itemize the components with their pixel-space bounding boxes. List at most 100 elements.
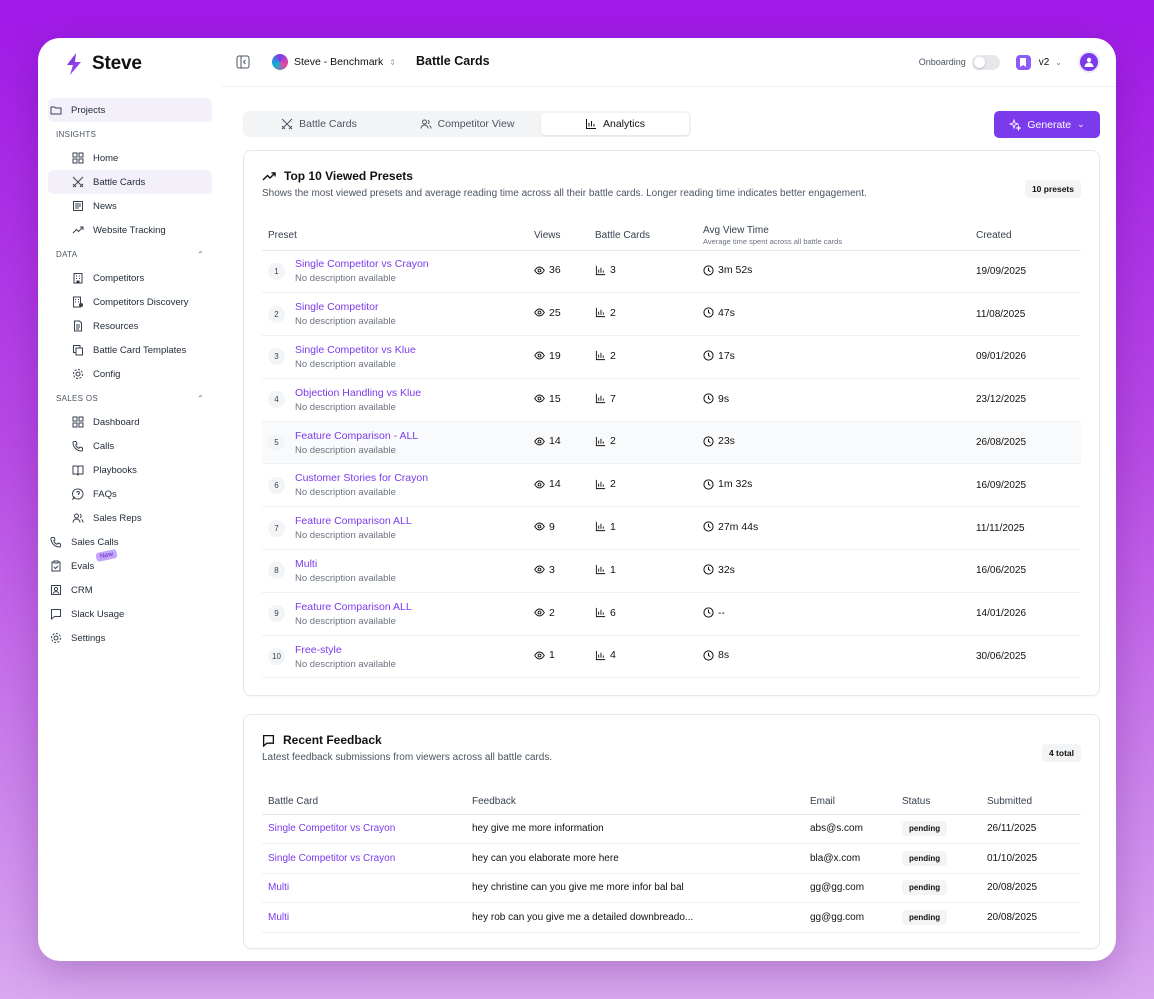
table-row[interactable]: 1 Single Competitor vs Crayon No descripti… (262, 250, 1081, 294)
app-window: Steve Projects INSIGHTS Home Battle Card… (38, 38, 1116, 961)
preset-link[interactable]: Multi (295, 557, 318, 570)
sidebar-item-website-tracking[interactable]: Website Tracking (48, 218, 212, 242)
battle-card-link[interactable]: Multi (268, 882, 290, 894)
top-presets-card: Top 10 Viewed Presets Shows the most vie… (243, 150, 1100, 696)
col-feedback[interactable]: Feedback (466, 790, 804, 815)
user-avatar[interactable] (1078, 51, 1100, 73)
table-row[interactable]: Multi hey christine can you give me more … (262, 873, 1081, 903)
battle-card-link[interactable]: Single Competitor vs Crayon (268, 852, 396, 864)
col-battle-card[interactable]: Battle Card (262, 790, 466, 815)
preset-cell: 8 Multi No description available (262, 549, 528, 593)
chevron-updown-icon: ⇕ (389, 57, 396, 67)
sidebar-item-calls[interactable]: Calls (48, 434, 212, 458)
generate-button[interactable]: Generate ⌄ (994, 111, 1100, 138)
eye-icon (534, 351, 545, 360)
col-views[interactable]: Views (528, 221, 589, 251)
sidebar-item-home[interactable]: Home (48, 146, 212, 170)
sidebar-item-evals[interactable]: Evals New (48, 548, 212, 578)
sidebar-item-slack-usage[interactable]: Slack Usage (48, 602, 212, 626)
users-icon (72, 512, 84, 524)
table-row[interactable]: 8 Multi No description available 3 1 32s 16/06… (262, 549, 1081, 593)
col-preset[interactable]: Preset (262, 221, 528, 251)
table-row[interactable]: Single Competitor vs Crayon hey can you e… (262, 843, 1081, 874)
preset-link[interactable]: Single Competitor vs Klue (295, 343, 416, 356)
preset-description: No description available (295, 401, 396, 413)
table-row[interactable]: 6 Customer Stories for Crayon No descripti… (262, 463, 1081, 508)
sidebar-item-projects[interactable]: Projects (48, 98, 212, 122)
views-value: 14 (549, 435, 561, 448)
section-sales-os[interactable]: SALES OS ⌃ (48, 386, 212, 410)
table-row[interactable]: 9 Feature Comparison ALL No description av… (262, 592, 1081, 636)
col-email[interactable]: Email (804, 790, 896, 815)
status-cell: pending (896, 843, 981, 874)
sidebar-item-battle-card-templates[interactable]: Battle Card Templates (48, 338, 212, 362)
created-cell: 14/01/2026 (970, 592, 1081, 636)
sidebar-item-news[interactable]: News (48, 194, 212, 218)
preset-link[interactable]: Objection Handling vs Klue (295, 386, 422, 399)
sidebar-item-label: Dashboard (93, 416, 140, 428)
sidebar-toggle-icon[interactable] (236, 55, 250, 69)
preset-link[interactable]: Feature Comparison - ALL (295, 429, 419, 442)
sidebar-item-label: Settings (71, 632, 106, 644)
submitted-cell: 26/11/2025 (981, 814, 1081, 844)
eye-icon (534, 608, 545, 617)
tab-analytics[interactable]: Analytics (541, 113, 689, 135)
preset-link[interactable]: Feature Comparison ALL (295, 600, 412, 613)
table-row[interactable]: Multi hey rob can you give me a detailed … (262, 902, 1081, 933)
section-data[interactable]: DATA ⌃ (48, 242, 212, 266)
version-selector[interactable]: v2 (1038, 56, 1050, 68)
table-row[interactable]: 10 Free-style No description available 1 4 8s… (262, 635, 1081, 679)
table-row[interactable]: 2 Single Competitor No description availab… (262, 292, 1081, 337)
sidebar-item-settings[interactable]: Settings (48, 626, 212, 650)
preset-link[interactable]: Free-style (295, 643, 342, 656)
sidebar-item-config[interactable]: Config (48, 362, 212, 386)
col-created[interactable]: Created (970, 221, 1081, 251)
sidebar-item-sales-reps[interactable]: Sales Reps (48, 506, 212, 530)
sidebar-item-resources[interactable]: Resources (48, 314, 212, 338)
col-status[interactable]: Status (896, 790, 981, 815)
onboarding-toggle[interactable] (971, 54, 1000, 70)
sidebar-item-battle-cards[interactable]: Battle Cards (48, 170, 212, 194)
contact-icon (50, 584, 62, 596)
table-row[interactable]: 4 Objection Handling vs Klue No descriptio… (262, 378, 1081, 422)
table-row[interactable]: 7 Feature Comparison ALL No description av… (262, 506, 1081, 551)
preset-link[interactable]: Feature Comparison ALL (295, 515, 412, 528)
sidebar-item-playbooks[interactable]: Playbooks (48, 458, 212, 482)
eye-icon (534, 394, 545, 403)
table-row[interactable]: 3 Single Competitor vs Klue No description… (262, 335, 1081, 379)
col-battle-cards[interactable]: Battle Cards (589, 221, 697, 251)
battle-cards-value: 2 (610, 478, 616, 491)
sidebar-item-sales-calls[interactable]: Sales Calls (48, 530, 212, 554)
created-cell: 26/08/2025 (970, 421, 1081, 465)
tab-battle-cards[interactable]: Battle Cards (245, 113, 393, 135)
tab-competitor-view[interactable]: Competitor View (393, 113, 541, 135)
chevron-down-icon[interactable]: ⌄ (1055, 57, 1062, 67)
card-title: Recent Feedback (262, 733, 382, 747)
sidebar-item-label: CRM (71, 584, 93, 596)
project-switcher[interactable]: Steve - Benchmark ⇕ (272, 54, 396, 70)
col-avg-view-time[interactable]: Avg View Time Average time spent across … (697, 221, 970, 251)
created-cell: 11/08/2025 (970, 292, 1081, 337)
sidebar-item-crm[interactable]: CRM (48, 578, 212, 602)
preset-link[interactable]: Customer Stories for Crayon (295, 472, 429, 485)
battle-card-link[interactable]: Multi (268, 911, 290, 923)
col-submitted[interactable]: Submitted (981, 790, 1081, 815)
recent-feedback-card: Recent Feedback Latest feedback submissi… (243, 714, 1100, 949)
bar-chart-icon (595, 351, 606, 361)
table-row[interactable]: Single Competitor vs Crayon hey give me m… (262, 814, 1081, 844)
preset-link[interactable]: Single Competitor vs Crayon (295, 258, 429, 271)
brand[interactable]: Steve (64, 52, 142, 76)
bar-chart-icon (595, 607, 606, 618)
table-row[interactable]: 5 Feature Comparison - ALL No description … (262, 421, 1081, 465)
battle-card-link[interactable]: Single Competitor vs Crayon (268, 823, 396, 835)
sidebar-item-label: Slack Usage (71, 608, 125, 620)
preset-link[interactable]: Single Competitor (295, 301, 379, 314)
sidebar-item-competitors[interactable]: Competitors (48, 266, 212, 290)
rank-badge: 10 (268, 648, 285, 666)
sidebar-item-dashboard[interactable]: Dashboard (48, 410, 212, 434)
bar-chart-icon (595, 393, 606, 404)
card-title: Top 10 Viewed Presets (262, 169, 413, 183)
preset-description: No description available (295, 444, 396, 456)
sidebar-item-faqs[interactable]: FAQs (48, 482, 212, 506)
sidebar-item-competitors-discovery[interactable]: Competitors Discovery (48, 290, 212, 314)
